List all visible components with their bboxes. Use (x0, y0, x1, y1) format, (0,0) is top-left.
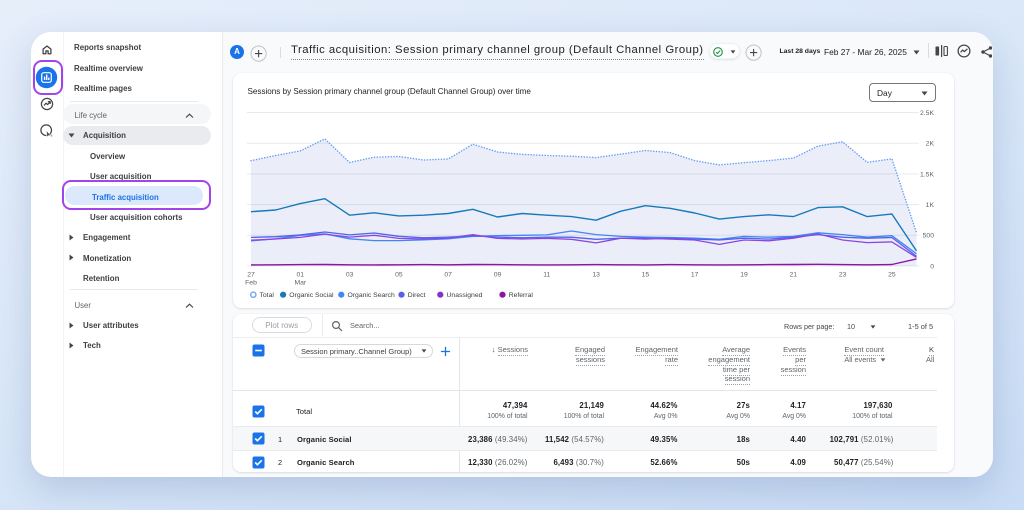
svg-text:23: 23 (838, 272, 846, 279)
svg-text:1.5K: 1.5K (920, 171, 934, 178)
svg-text:0: 0 (930, 263, 934, 270)
svg-text:Direct: Direct (407, 292, 425, 299)
svg-text:2.5K: 2.5K (920, 110, 934, 117)
svg-text:03: 03 (345, 272, 353, 279)
svg-text:Mar: Mar (294, 280, 306, 287)
svg-text:13: 13 (592, 272, 600, 279)
svg-text:500: 500 (922, 233, 934, 240)
svg-text:2K: 2K (925, 141, 934, 148)
svg-text:21: 21 (789, 272, 797, 279)
svg-text:Organic Social: Organic Social (289, 292, 334, 299)
svg-text:17: 17 (690, 272, 698, 279)
svg-text:Referral: Referral (508, 292, 533, 299)
svg-text:11: 11 (543, 272, 550, 279)
svg-text:Organic Search: Organic Search (347, 292, 394, 299)
svg-text:09: 09 (493, 272, 501, 279)
svg-text:25: 25 (888, 272, 896, 279)
svg-text:Total: Total (259, 292, 274, 299)
svg-text:Feb: Feb (245, 280, 257, 287)
svg-text:27: 27 (247, 272, 255, 279)
svg-text:Unassigned: Unassigned (446, 292, 482, 299)
svg-text:07: 07 (444, 272, 452, 279)
svg-text:01: 01 (296, 272, 304, 279)
svg-text:05: 05 (395, 272, 403, 279)
svg-text:15: 15 (641, 272, 649, 279)
svg-text:19: 19 (740, 272, 748, 279)
svg-text:1K: 1K (925, 202, 934, 209)
